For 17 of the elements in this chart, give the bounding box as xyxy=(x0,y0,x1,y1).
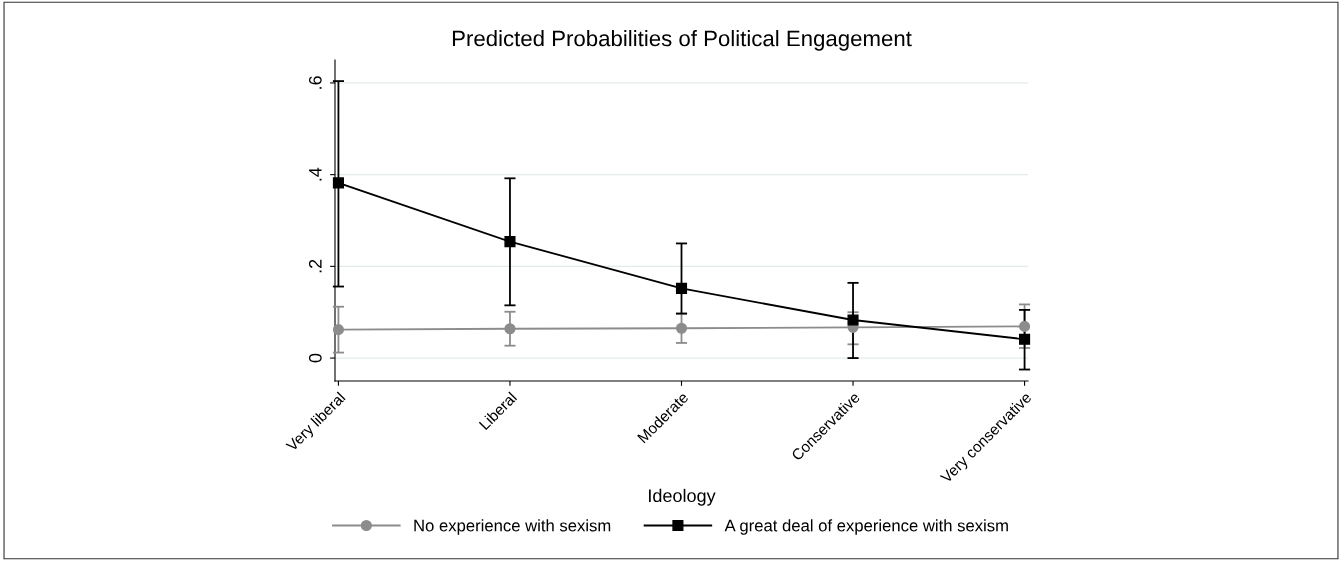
legend-label: No experience with sexism xyxy=(414,519,611,535)
point xyxy=(1019,320,1031,332)
point xyxy=(504,323,516,335)
point xyxy=(504,236,516,248)
point xyxy=(675,322,688,334)
y-tick-label: .6 xyxy=(308,76,322,89)
y-tick-label: 0 xyxy=(308,353,322,363)
point xyxy=(332,324,344,336)
y-tick-label: .4 xyxy=(309,167,322,181)
chart-title: Predicted Probabilities of Political Engagement xyxy=(452,30,912,51)
x-axis-title: Ideology xyxy=(649,488,716,506)
legend-label: A great deal of experience with sexism xyxy=(724,519,1008,535)
point xyxy=(675,282,688,294)
point xyxy=(332,177,344,189)
y-tick-label: .2 xyxy=(308,259,322,273)
point xyxy=(1019,333,1031,345)
point xyxy=(847,314,859,326)
